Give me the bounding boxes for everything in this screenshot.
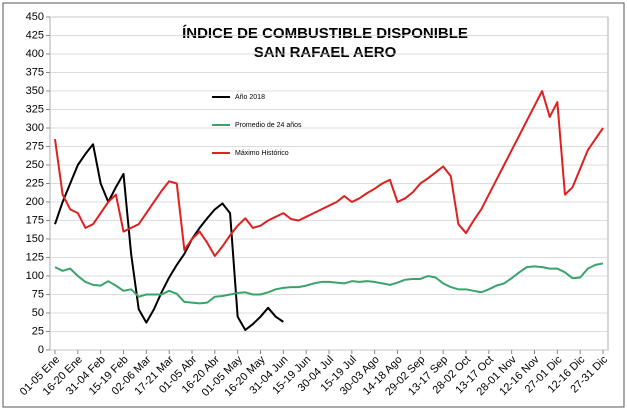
- series-line: [54, 262, 604, 305]
- y-tick-label: 375: [26, 66, 44, 78]
- series-line: [54, 90, 604, 258]
- y-tick-label: 250: [26, 159, 44, 171]
- y-tick-label: 100: [26, 270, 44, 282]
- legend-label: Año 2018: [235, 94, 265, 101]
- y-tick-label: 0: [38, 344, 44, 356]
- chart-frame: [2, 2, 625, 408]
- y-tick-label: 200: [26, 196, 44, 208]
- y-tick-label: 25: [32, 325, 44, 337]
- y-tick-label: 450: [26, 11, 44, 23]
- y-tick-label: 325: [26, 103, 44, 115]
- y-tick-label: 350: [26, 85, 44, 97]
- chart-title: ÍNDICE DE COMBUSTIBLE DISPONIBLE: [182, 25, 468, 42]
- y-tick-label: 150: [26, 233, 44, 245]
- y-tick-label: 175: [26, 214, 44, 226]
- y-tick-label: 400: [26, 48, 44, 60]
- y-tick-label: 425: [26, 29, 44, 41]
- legend-label: Máximo Histórico: [235, 150, 289, 157]
- y-tick-label: 125: [26, 251, 44, 263]
- y-tick-label: 275: [26, 140, 44, 152]
- chart-title: SAN RAFAEL AERO: [254, 44, 397, 61]
- y-tick-label: 300: [26, 122, 44, 134]
- series-line: [54, 143, 284, 332]
- y-tick-label: 50: [32, 307, 44, 319]
- legend-label: Promedio de 24 años: [235, 122, 302, 129]
- y-tick-label: 225: [26, 177, 44, 189]
- y-tick-label: 75: [32, 288, 44, 300]
